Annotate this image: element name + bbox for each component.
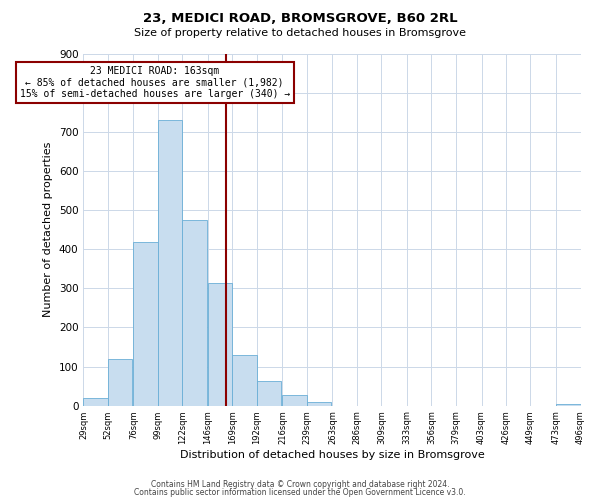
- Bar: [283, 394, 307, 406]
- Bar: [556, 404, 581, 406]
- Text: Contains HM Land Registry data © Crown copyright and database right 2024.: Contains HM Land Registry data © Crown c…: [151, 480, 449, 489]
- Bar: [108, 358, 133, 406]
- Bar: [83, 398, 108, 406]
- Bar: [182, 220, 207, 406]
- Y-axis label: Number of detached properties: Number of detached properties: [43, 142, 53, 318]
- Text: Contains public sector information licensed under the Open Government Licence v3: Contains public sector information licen…: [134, 488, 466, 497]
- Bar: [307, 402, 331, 406]
- Text: Size of property relative to detached houses in Bromsgrove: Size of property relative to detached ho…: [134, 28, 466, 38]
- Bar: [208, 282, 232, 406]
- Text: 23, MEDICI ROAD, BROMSGROVE, B60 2RL: 23, MEDICI ROAD, BROMSGROVE, B60 2RL: [143, 12, 457, 26]
- Bar: [158, 120, 182, 406]
- Text: 23 MEDICI ROAD: 163sqm
← 85% of detached houses are smaller (1,982)
15% of semi-: 23 MEDICI ROAD: 163sqm ← 85% of detached…: [20, 66, 290, 99]
- Bar: [257, 381, 281, 406]
- X-axis label: Distribution of detached houses by size in Bromsgrove: Distribution of detached houses by size …: [179, 450, 484, 460]
- Bar: [232, 355, 257, 406]
- Bar: [133, 242, 158, 406]
